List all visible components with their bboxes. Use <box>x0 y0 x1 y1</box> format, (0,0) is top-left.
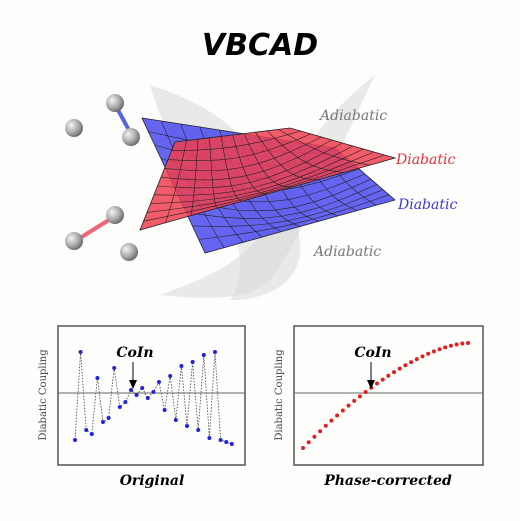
dot <box>145 396 150 400</box>
molecule-top <box>65 94 140 146</box>
dot <box>129 388 133 392</box>
dot <box>168 374 173 378</box>
dot <box>157 380 161 384</box>
dot <box>218 438 223 442</box>
dot <box>84 428 89 432</box>
caption: Original <box>120 473 185 489</box>
dot <box>414 357 419 362</box>
dot <box>323 423 328 428</box>
surface-label: Adiabatic <box>318 108 387 124</box>
dot <box>224 440 229 444</box>
panel: CoIn Diabatic Coupling Phase-corrected <box>274 325 484 489</box>
dot <box>117 405 122 409</box>
dot <box>375 381 379 386</box>
red-surface <box>139 127 397 231</box>
dot <box>392 370 396 375</box>
dot <box>306 440 311 445</box>
dot <box>448 343 453 348</box>
surface-label: Adiabatic <box>312 244 381 260</box>
dot <box>363 390 368 394</box>
dot <box>134 393 139 397</box>
dot <box>460 341 465 346</box>
panel: CoIn Diabatic Coupling Original <box>38 325 246 489</box>
dot <box>106 416 111 420</box>
dot <box>89 432 94 436</box>
dot <box>151 390 156 394</box>
dot <box>318 429 323 434</box>
surface-label: Diabatic <box>395 152 455 168</box>
dot <box>162 408 167 412</box>
annotation: CoIn <box>116 345 153 361</box>
dot <box>340 408 345 413</box>
dot <box>426 351 431 356</box>
y-label: Diabatic Coupling <box>38 349 49 441</box>
dot <box>420 354 425 359</box>
dot <box>140 386 145 390</box>
dot <box>190 360 195 364</box>
dot <box>437 347 442 352</box>
dot <box>443 345 448 350</box>
molecule-bottom <box>65 206 138 261</box>
caption: Phase-corrected <box>323 473 452 489</box>
surface-label: Diabatic <box>397 197 457 213</box>
dot <box>112 366 117 370</box>
dot <box>454 342 459 347</box>
annotation: CoIn <box>354 345 391 361</box>
dot <box>179 364 184 368</box>
dot <box>312 434 317 439</box>
dot <box>101 420 105 424</box>
title: VBCAD <box>202 28 318 63</box>
dot <box>73 438 77 442</box>
dot <box>403 363 408 368</box>
dot <box>213 350 217 354</box>
dot <box>397 366 402 371</box>
dot <box>229 442 234 446</box>
dot <box>123 400 128 404</box>
y-label: Diabatic Coupling <box>274 349 285 441</box>
dot <box>185 424 189 428</box>
dot <box>386 373 391 378</box>
dot <box>335 413 340 418</box>
dot <box>78 350 83 354</box>
dot <box>329 418 334 423</box>
dot <box>352 398 357 403</box>
dot <box>201 353 206 357</box>
dot <box>95 376 100 380</box>
dot <box>357 394 362 399</box>
dot <box>196 428 201 432</box>
potential-surfaces <box>139 117 397 254</box>
dot <box>173 418 178 422</box>
dot <box>431 349 436 354</box>
dot <box>380 377 385 382</box>
dot <box>301 446 305 450</box>
dot <box>466 341 470 345</box>
dot <box>346 403 351 408</box>
dot <box>207 436 212 440</box>
dot <box>409 360 414 365</box>
